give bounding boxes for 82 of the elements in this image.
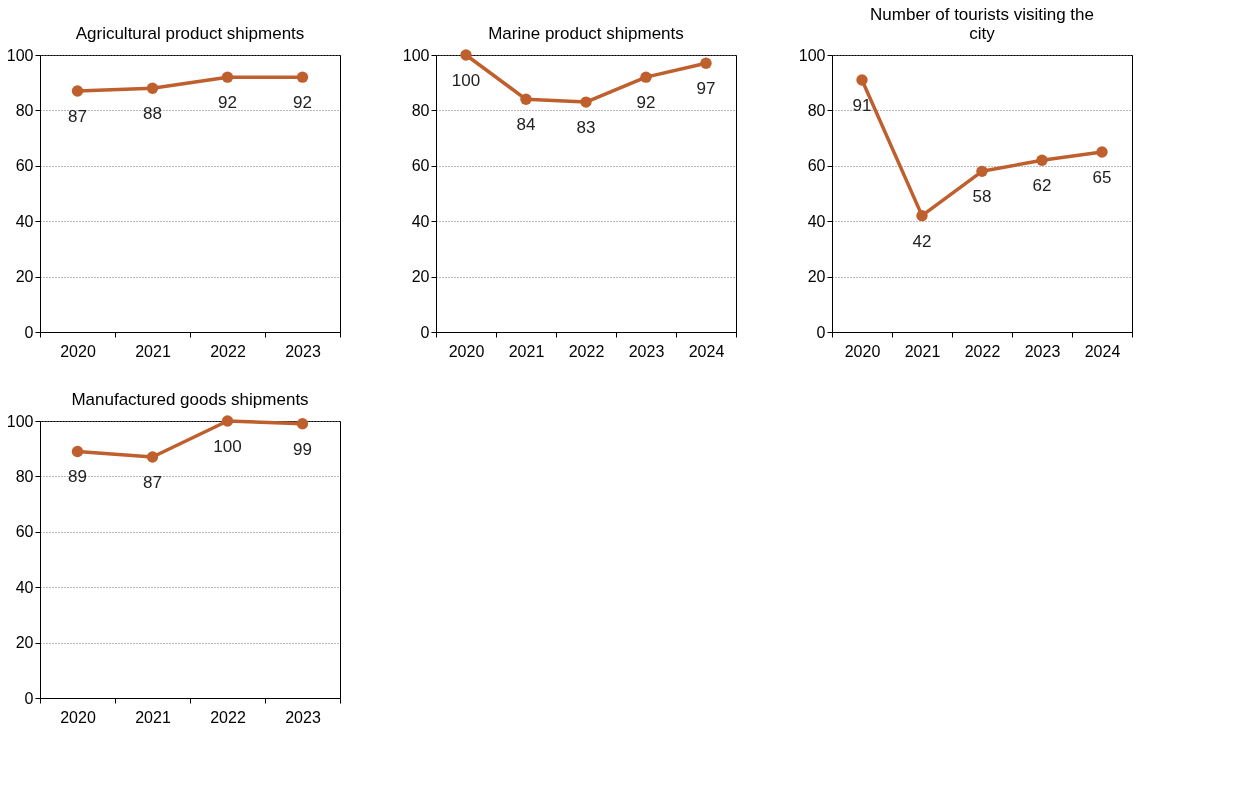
chart-title: Manufactured goods shipments	[71, 390, 309, 409]
x-tick-label: 2023	[285, 342, 321, 360]
y-tick-label: 100	[402, 46, 430, 64]
x-tick-label: 2024	[688, 342, 725, 360]
y-tick-label: 100	[6, 46, 34, 64]
x-tick-label: 2022	[210, 342, 246, 360]
point	[221, 71, 234, 83]
y-tick-label: 20	[15, 634, 34, 652]
data-label: 92	[293, 93, 312, 113]
x-tick-label: 2021	[135, 708, 171, 726]
data-label: 89	[68, 467, 87, 487]
x-tick-label: 2021	[508, 342, 545, 360]
y-tick-label: 40	[807, 212, 826, 230]
data-label: 84	[516, 115, 536, 135]
x-tick-label: 2023	[285, 708, 321, 726]
point	[1036, 154, 1048, 166]
data-label: 92	[218, 93, 237, 113]
x-tick-label: 2020	[60, 342, 96, 360]
y-tick-label: 20	[15, 268, 34, 286]
point	[580, 96, 592, 108]
y-tick-label: 20	[807, 268, 826, 286]
data-label: 91	[852, 95, 872, 115]
y-tick-label: 60	[411, 157, 430, 175]
chart-title: Number of tourists visiting the city	[870, 5, 1094, 43]
point	[296, 71, 309, 83]
point	[460, 49, 472, 61]
chart-title: Agricultural product shipments	[75, 24, 305, 43]
x-tick-label: 2021	[135, 342, 171, 360]
x-tick-label: 2021	[904, 342, 941, 360]
y-tick-label: 60	[807, 157, 826, 175]
y-tick-label: 80	[807, 101, 826, 119]
point	[296, 418, 309, 430]
y-tick-label: 40	[15, 212, 34, 230]
data-label: 42	[912, 231, 932, 251]
y-tick-label: 0	[816, 323, 826, 341]
y-tick-label: 100	[6, 412, 34, 430]
x-tick-label: 2022	[964, 342, 1001, 360]
data-label: 92	[636, 93, 656, 113]
point	[976, 165, 988, 178]
x-tick-label: 2020	[60, 708, 96, 726]
point	[916, 209, 928, 222]
data-label: 97	[696, 79, 716, 99]
x-tick-label: 2023	[1024, 342, 1061, 360]
point	[146, 82, 159, 94]
point	[71, 445, 84, 458]
x-tick-label: 2022	[210, 708, 246, 726]
data-label: 100	[451, 71, 481, 90]
y-tick-label: 40	[15, 578, 34, 596]
data-label: 99	[293, 439, 312, 459]
point	[856, 74, 868, 86]
point	[71, 85, 84, 97]
y-tick-label: 60	[15, 523, 34, 541]
x-tick-label: 2020	[844, 342, 881, 360]
chart-title: Marine product shipments	[488, 24, 684, 43]
y-tick-label: 0	[24, 323, 34, 341]
data-label: 88	[143, 104, 162, 124]
data-label: 87	[143, 473, 162, 493]
y-tick-label: 80	[15, 467, 34, 485]
x-tick-label: 2023	[628, 342, 665, 360]
data-label: 58	[972, 187, 992, 207]
point	[221, 415, 234, 427]
y-tick-label: 80	[15, 101, 34, 119]
x-tick-label: 2022	[568, 342, 605, 360]
y-tick-label: 20	[411, 268, 430, 286]
y-tick-label: 100	[798, 46, 826, 64]
point	[146, 451, 159, 463]
data-label: 83	[576, 118, 596, 138]
y-tick-label: 0	[24, 689, 34, 707]
data-label: 65	[1092, 167, 1112, 187]
point	[640, 71, 652, 83]
x-tick-label: 2024	[1084, 342, 1121, 360]
y-tick-label: 60	[15, 157, 34, 175]
point	[520, 93, 532, 106]
y-tick-label: 80	[411, 101, 430, 119]
data-label: 62	[1032, 176, 1052, 196]
x-tick-label: 2020	[448, 342, 485, 360]
data-label: 100	[213, 437, 242, 456]
point	[1096, 146, 1108, 158]
data-label: 87	[68, 107, 87, 127]
y-tick-label: 40	[411, 212, 430, 230]
y-tick-label: 0	[420, 323, 430, 341]
point	[700, 57, 712, 69]
